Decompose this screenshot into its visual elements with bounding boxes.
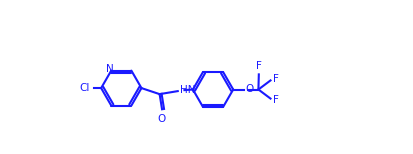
- Text: F: F: [255, 61, 261, 71]
- Text: F: F: [272, 74, 278, 84]
- Text: Cl: Cl: [79, 83, 90, 93]
- Text: HN: HN: [179, 85, 195, 95]
- Text: O: O: [157, 114, 165, 124]
- Text: O: O: [244, 84, 252, 94]
- Text: N: N: [106, 64, 114, 74]
- Text: F: F: [272, 95, 278, 105]
